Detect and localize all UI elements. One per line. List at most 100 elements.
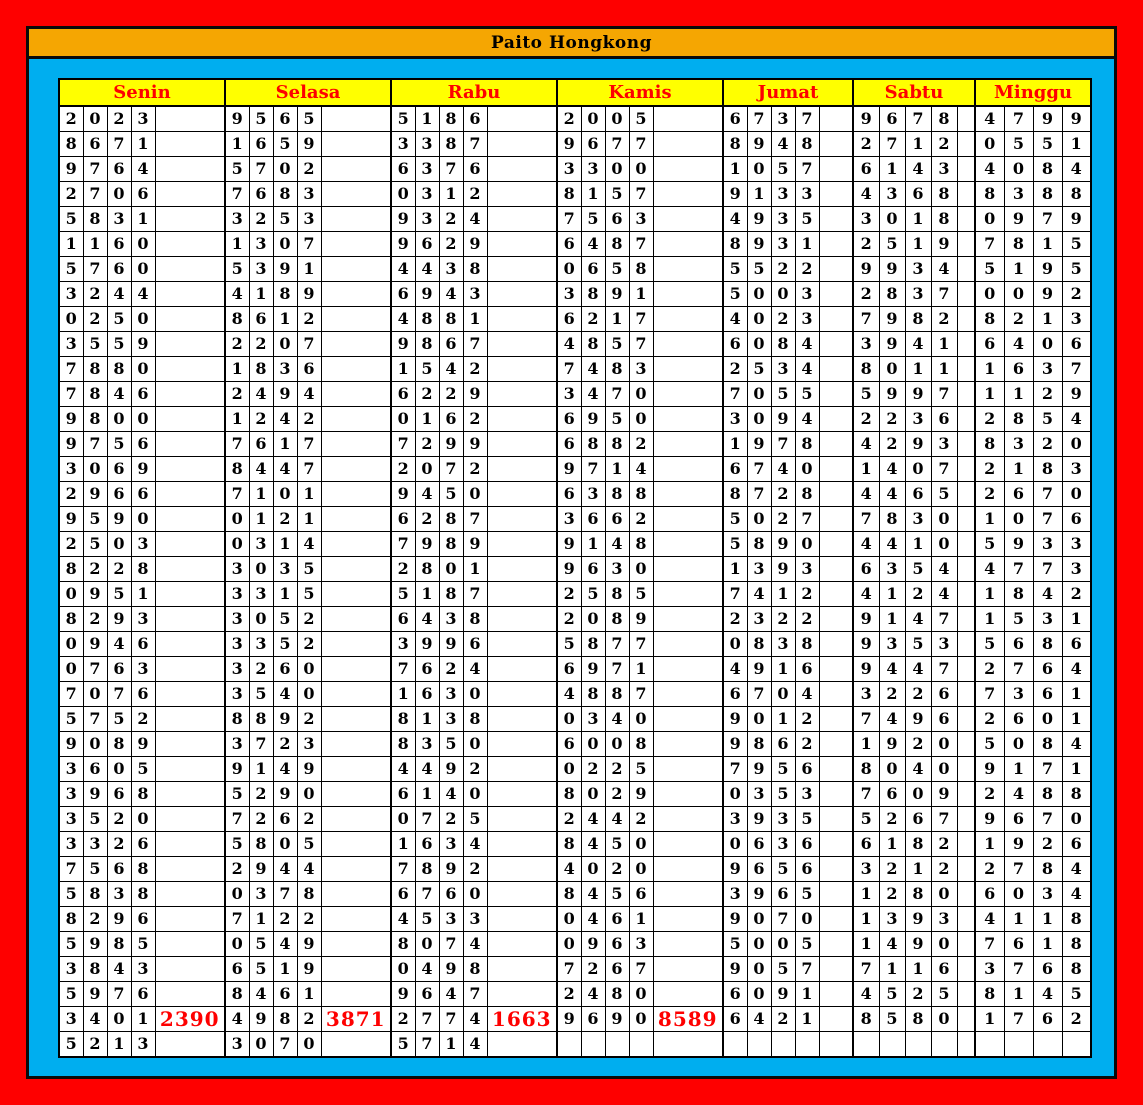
digit-cell: 3 xyxy=(438,606,464,632)
digit-cell: 8 xyxy=(1003,581,1034,607)
digit-cell: 9 xyxy=(556,456,582,482)
digit-cell: 2 xyxy=(106,105,132,132)
empty-cell xyxy=(1032,1031,1063,1058)
digit-cell: 6 xyxy=(106,481,132,507)
spacer-cell xyxy=(818,131,854,157)
digit-cell: 7 xyxy=(852,956,880,982)
digit-cell: 5 xyxy=(224,831,250,857)
digit-cell: 8 xyxy=(628,531,654,557)
digit-cell: 9 xyxy=(82,781,108,807)
digit-cell: 7 xyxy=(852,306,880,332)
digit-cell: 4 xyxy=(106,381,132,407)
digit-cell: 7 xyxy=(746,105,772,132)
digit-cell: 4 xyxy=(272,931,298,957)
empty-cell xyxy=(930,1031,958,1058)
spacer-cell xyxy=(486,631,558,657)
digit-cell: 2 xyxy=(794,581,820,607)
spacer-cell xyxy=(818,105,854,132)
digit-cell: 1 xyxy=(930,356,958,382)
digit-cell: 1 xyxy=(794,1006,820,1032)
digit-cell: 9 xyxy=(390,231,416,257)
spacer-cell xyxy=(956,105,976,132)
digit-cell: 8 xyxy=(1032,781,1063,807)
digit-cell: 8 xyxy=(556,781,582,807)
spacer-cell xyxy=(486,706,558,732)
digit-cell: 3 xyxy=(1061,556,1092,582)
digit-cell: 2 xyxy=(904,681,932,707)
digit-cell: 8 xyxy=(414,331,440,357)
digit-cell: 2 xyxy=(438,381,464,407)
digit-cell: 6 xyxy=(556,731,582,757)
spacer-cell xyxy=(956,281,976,307)
digit-cell: 0 xyxy=(628,556,654,582)
summary-cell: 2390 xyxy=(154,1006,226,1032)
spacer-cell xyxy=(818,181,854,207)
digit-cell: 2 xyxy=(414,506,440,532)
digit-cell: 0 xyxy=(224,881,250,907)
day-header-sabtu: Sabtu xyxy=(852,78,976,107)
spacer-cell xyxy=(154,756,226,782)
digit-cell: 1 xyxy=(296,256,322,282)
digit-cell: 7 xyxy=(390,431,416,457)
digit-cell: 9 xyxy=(462,381,488,407)
digit-cell: 9 xyxy=(580,406,606,432)
digit-cell: 6 xyxy=(556,231,582,257)
digit-cell: 4 xyxy=(580,231,606,257)
digit-cell: 7 xyxy=(628,631,654,657)
digit-cell: 6 xyxy=(722,456,748,482)
digit-cell: 6 xyxy=(1061,831,1092,857)
digit-cell: 3 xyxy=(904,506,932,532)
digit-cell: 5 xyxy=(248,956,274,982)
digit-cell: 2 xyxy=(1032,381,1063,407)
digit-cell: 9 xyxy=(604,1006,630,1032)
digit-cell: 2 xyxy=(794,731,820,757)
digit-cell: 8 xyxy=(438,105,464,132)
digit-cell: 7 xyxy=(1003,1006,1034,1032)
digit-cell: 6 xyxy=(580,256,606,282)
digit-cell: 7 xyxy=(224,181,250,207)
digit-cell: 0 xyxy=(628,981,654,1007)
digit-cell: 1 xyxy=(770,656,796,682)
digit-cell: 3 xyxy=(272,356,298,382)
digit-cell: 5 xyxy=(58,706,84,732)
digit-cell: 8 xyxy=(580,431,606,457)
digit-cell: 5 xyxy=(58,881,84,907)
digit-cell: 6 xyxy=(272,105,298,132)
digit-cell: 3 xyxy=(852,331,880,357)
digit-cell: 3 xyxy=(58,331,84,357)
digit-cell: 5 xyxy=(390,581,416,607)
digit-cell: 4 xyxy=(462,656,488,682)
digit-cell: 7 xyxy=(746,681,772,707)
digit-cell: 8 xyxy=(462,606,488,632)
digit-cell: 2 xyxy=(414,431,440,457)
digit-cell: 8 xyxy=(604,431,630,457)
spacer-cell xyxy=(818,206,854,232)
digit-cell: 5 xyxy=(390,1031,416,1058)
spacer-cell xyxy=(652,706,724,732)
spacer-cell xyxy=(818,356,854,382)
digit-cell: 1 xyxy=(58,231,84,257)
digit-cell: 2 xyxy=(82,906,108,932)
digit-cell: 6 xyxy=(248,131,274,157)
digit-cell: 2 xyxy=(556,581,582,607)
digit-cell: 2 xyxy=(296,1006,322,1032)
digit-cell: 9 xyxy=(722,706,748,732)
digit-cell: 1 xyxy=(1003,906,1034,932)
digit-cell: 4 xyxy=(130,281,156,307)
digit-cell: 6 xyxy=(770,731,796,757)
digit-cell: 1 xyxy=(974,506,1005,532)
digit-cell: 3 xyxy=(224,631,250,657)
digit-cell: 2 xyxy=(296,406,322,432)
digit-cell: 0 xyxy=(224,506,250,532)
digit-cell: 9 xyxy=(904,706,932,732)
digit-cell: 5 xyxy=(106,431,132,457)
digit-cell: 3 xyxy=(794,281,820,307)
digit-cell: 5 xyxy=(58,981,84,1007)
digit-cell: 4 xyxy=(852,981,880,1007)
digit-cell: 3 xyxy=(130,531,156,557)
digit-cell: 3 xyxy=(628,931,654,957)
digit-cell: 1 xyxy=(296,481,322,507)
